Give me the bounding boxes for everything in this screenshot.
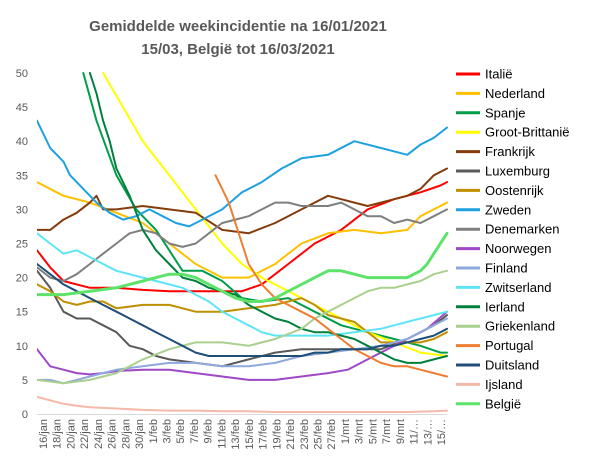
- x-tick-label: 3/feb: [162, 419, 174, 443]
- x-tick-label: 28/jan: [120, 419, 132, 449]
- series-line-portugal: [214, 174, 448, 378]
- chart-title-line-1: Gemiddelde weekincidentie na 16/01/2021: [89, 18, 387, 35]
- x-axis: 16/jan 18/jan 20/jan 22/jan 24/jan 26/jan 28/j…: [37, 414, 448, 450]
- x-tick-label: 21/feb: [285, 419, 297, 450]
- series-line-belgië: [37, 231, 449, 303]
- x-tick-label: 1/feb: [148, 419, 160, 443]
- legend-label: Zweden: [485, 202, 531, 217]
- x-tick-label: 7/feb: [189, 419, 201, 443]
- y-tick-label: 15: [16, 307, 28, 319]
- y-tick-label: 30: [16, 204, 28, 216]
- y-tick-label: 0: [22, 409, 28, 421]
- series-line-duitsland: [37, 263, 448, 357]
- x-tick-label: 24/jan: [93, 419, 105, 449]
- legend-label: Noorwegen: [485, 241, 552, 256]
- x-tick-label: 11/…: [409, 419, 421, 444]
- chart-title-line-2: 15/03, België tot 16/03/2021: [141, 41, 334, 58]
- legend-label: Finland: [485, 261, 528, 276]
- x-tick-label: 16/jan: [38, 419, 50, 449]
- x-tick-label: 23/feb: [299, 419, 311, 450]
- x-tick-label: 13/feb: [230, 419, 242, 450]
- legend-label: Zwitserland: [485, 280, 551, 295]
- legend-label: Ijsland: [485, 377, 523, 392]
- y-tick-label: 45: [16, 102, 28, 114]
- legend-label: Duitsland: [485, 358, 539, 373]
- x-tick-label: 11/feb: [216, 419, 228, 449]
- x-tick-label: 9/mrt: [395, 419, 407, 444]
- y-tick-label: 10: [16, 341, 28, 353]
- y-tick-label: 5: [22, 375, 28, 387]
- y-tick-label: 20: [16, 273, 28, 285]
- legend-label: Nederland: [485, 86, 545, 101]
- legend-label: Frankrijk: [485, 144, 535, 159]
- x-tick-label: 20/jan: [65, 419, 77, 449]
- legend-label: Italië: [485, 67, 512, 82]
- legend-label: Groot-Brittanië: [485, 125, 570, 140]
- series-line-nederland: [37, 181, 448, 279]
- x-tick-label: 26/jan: [107, 419, 119, 449]
- x-tick-label: 9/feb: [203, 419, 215, 443]
- x-tick-label: 15/feb: [244, 419, 256, 450]
- legend-label: Denemarken: [485, 222, 559, 237]
- x-tick-label: 7/mrt: [381, 419, 393, 444]
- y-tick-label: 40: [16, 136, 28, 148]
- legend-label: Luxemburg: [485, 164, 550, 179]
- x-tick-label: 27/feb: [326, 419, 338, 450]
- y-axis: 0 5 10 15 20 25 30 35 40 45 50: [16, 68, 28, 421]
- x-tick-label: 15/…: [436, 419, 448, 445]
- legend: Italië Nederland Spanje Groot-Brittanië Fran…: [456, 67, 570, 411]
- legend-label: Spanje: [485, 105, 525, 120]
- x-tick-label: 3/mrt: [354, 419, 366, 444]
- series-line-spanje: [82, 72, 448, 354]
- series-line-luxemburg: [37, 269, 448, 368]
- legend-label: Griekenland: [485, 319, 555, 334]
- series-line-griekenland: [37, 269, 448, 385]
- x-tick-label: 17/feb: [258, 419, 270, 450]
- plot-area: [37, 72, 449, 413]
- x-tick-label: 1/mrt: [340, 419, 352, 444]
- series-line-zweden: [37, 119, 448, 228]
- x-tick-label: 18/jan: [52, 419, 64, 449]
- series-line-ierland: [88, 72, 448, 364]
- legend-label: België: [485, 396, 521, 411]
- x-tick-label: 5/feb: [175, 419, 187, 443]
- y-tick-label: 50: [16, 68, 28, 80]
- x-tick-label: 25/feb: [313, 419, 325, 450]
- series-line-oostenrijk: [37, 283, 448, 344]
- x-tick-label: 22/jan: [79, 419, 91, 449]
- series-line-groot-brittanië: [102, 72, 448, 357]
- x-tick-label: 13/…: [422, 419, 434, 445]
- x-tick-label: 5/mrt: [367, 419, 379, 444]
- series-line-ijsland: [37, 395, 448, 413]
- legend-label: Ierland: [485, 299, 525, 314]
- legend-label: Oostenrijk: [485, 183, 544, 198]
- series-line-denemarken: [37, 201, 448, 282]
- series-line-finland: [37, 317, 448, 385]
- y-tick-label: 25: [16, 239, 28, 251]
- legend-label: Portugal: [485, 338, 534, 353]
- x-tick-label: 30/jan: [134, 419, 146, 449]
- series-line-zwitserland: [37, 232, 448, 337]
- y-tick-label: 35: [16, 170, 28, 182]
- series-line-frankrijk: [37, 167, 448, 235]
- x-tick-label: 19/feb: [271, 419, 283, 450]
